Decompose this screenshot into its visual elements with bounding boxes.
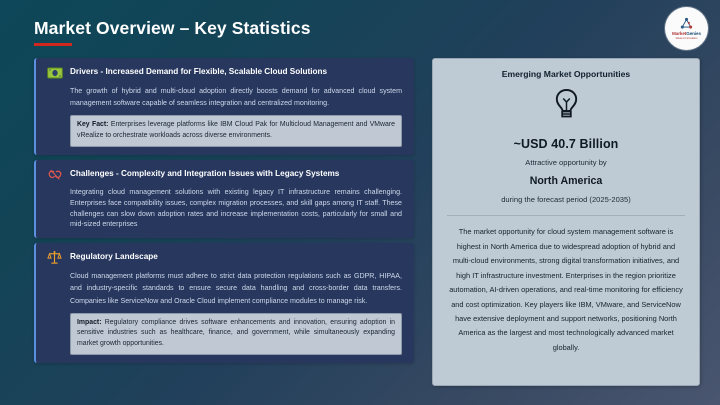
page-title-block: Market Overview – Key Statistics [34, 18, 311, 46]
left-column: Drivers - Increased Demand for Flexible,… [34, 58, 414, 368]
key-fact-label: Key Fact: [77, 121, 109, 129]
lightbulb-icon [553, 88, 580, 120]
card-title: Regulatory Landscape [70, 252, 158, 262]
market-value: ~USD 40.7 Billion [513, 137, 619, 152]
opportunity-subtitle: Attractive opportunity by [525, 158, 607, 168]
logo-name-part2: Genies [686, 31, 701, 37]
emerging-opportunities-panel: Emerging Market Opportunities ~USD 40.7 … [432, 58, 700, 386]
card-header: Drivers - Increased Demand for Flexible,… [46, 65, 404, 81]
card-body-text: Cloud management platforms must adhere t… [70, 272, 402, 305]
impact-text: Regulatory compliance drives software en… [77, 318, 395, 347]
card-header: Regulatory Landscape [46, 250, 404, 266]
impact-box: Impact: Regulatory compliance drives sof… [70, 312, 402, 355]
logo-wordmark: MarketGenies [672, 31, 701, 36]
logo-tagline: Ideas to Innovation [675, 36, 698, 40]
panel-divider [447, 215, 685, 217]
page-title: Market Overview – Key Statistics [34, 18, 311, 38]
region-name: North America [529, 175, 603, 188]
forecast-period: during the forecast period (2025-2035) [501, 195, 631, 205]
broken-chain-link-icon [46, 166, 63, 183]
network-nodes-icon [679, 17, 694, 30]
card-title: Drivers - Increased Demand for Flexible,… [70, 67, 328, 76]
logo-name-part1: Market [672, 31, 687, 37]
panel-title: Emerging Market Opportunities [501, 69, 631, 79]
card-header: Challenges - Complexity and Integration … [46, 167, 404, 183]
card-body-text: Integrating cloud management solutions w… [70, 188, 402, 229]
title-underline-rule [34, 43, 72, 46]
card-drivers[interactable]: Drivers - Increased Demand for Flexible,… [34, 58, 414, 156]
balance-scale-icon [46, 249, 63, 266]
key-fact-text: Enterprises leverage platforms like IBM … [77, 121, 395, 139]
panel-paragraph: The market opportunity for cloud system … [449, 227, 683, 352]
card-challenges[interactable]: Challenges - Complexity and Integration … [34, 160, 414, 239]
card-title: Challenges - Complexity and Integration … [70, 169, 340, 179]
card-regulatory[interactable]: Regulatory Landscape Cloud management pl… [34, 243, 414, 363]
key-fact-box: Key Fact: Enterprises leverage platforms… [70, 115, 402, 148]
impact-label: Impact: [77, 318, 102, 326]
money-banknote-icon [46, 64, 63, 81]
brand-logo: MarketGenies Ideas to Innovation [665, 7, 708, 50]
card-body-text: The growth of hybrid and multi-cloud ado… [70, 87, 402, 108]
